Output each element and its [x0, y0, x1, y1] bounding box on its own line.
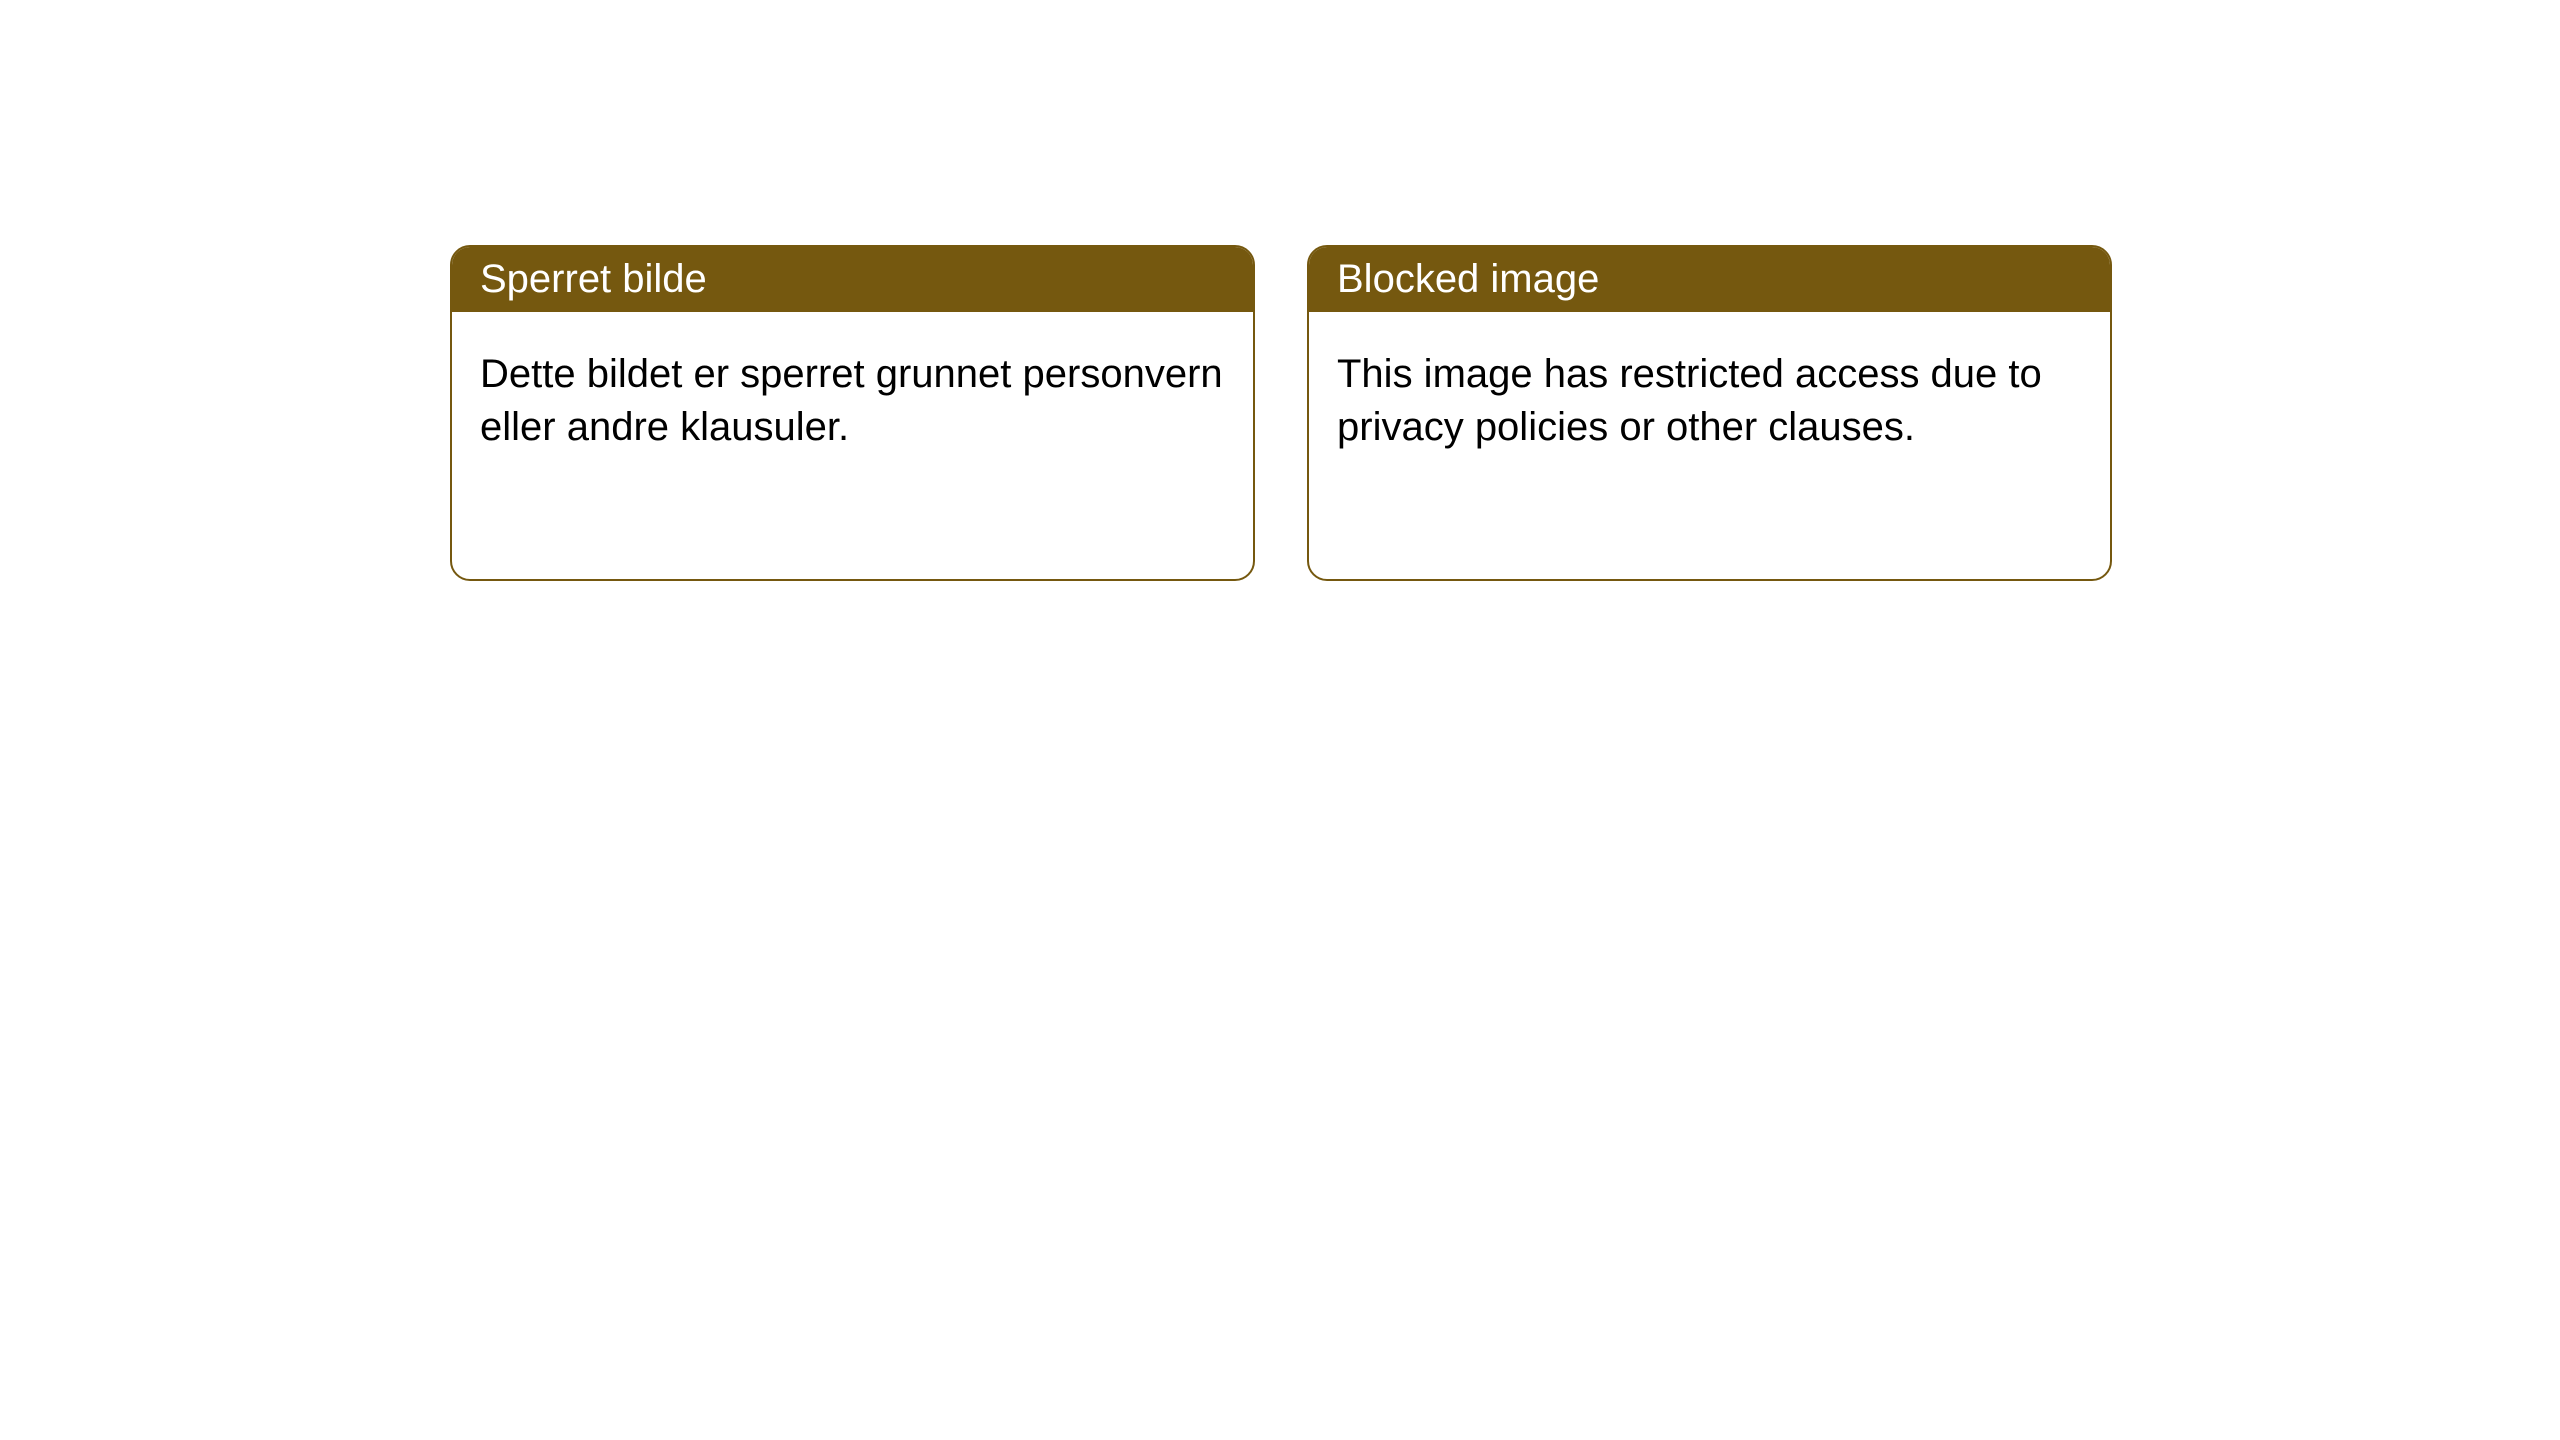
- notice-body-norwegian: Dette bildet er sperret grunnet personve…: [452, 312, 1253, 490]
- notice-cards-container: Sperret bilde Dette bildet er sperret gr…: [0, 0, 2560, 581]
- notice-header-norwegian: Sperret bilde: [452, 247, 1253, 312]
- notice-header-english: Blocked image: [1309, 247, 2110, 312]
- notice-card-english: Blocked image This image has restricted …: [1307, 245, 2112, 581]
- notice-body-english: This image has restricted access due to …: [1309, 312, 2110, 490]
- notice-card-norwegian: Sperret bilde Dette bildet er sperret gr…: [450, 245, 1255, 581]
